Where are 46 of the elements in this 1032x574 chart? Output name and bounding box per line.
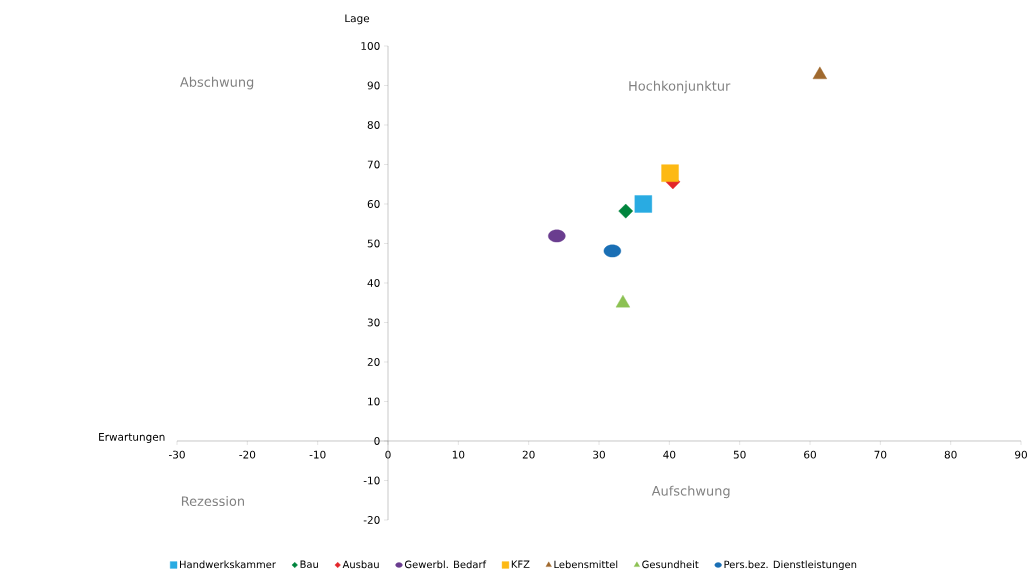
point: [634, 195, 653, 213]
y-tick-label: -20: [363, 516, 380, 524]
legend-label: Ausbau: [342, 560, 379, 569]
legend-label: Bau: [300, 560, 318, 568]
legend-label: Gesundheit: [642, 560, 699, 569]
y-tick-label: 0: [374, 437, 380, 445]
annotation: Hochkonjunktur: [629, 80, 731, 94]
y-axis-title: Lage: [345, 14, 370, 25]
x-tick-label: 70: [874, 450, 887, 459]
legend-label: Lebensmittel: [554, 560, 618, 569]
legend-label: Pers.bez. Dienstleistungen: [724, 560, 857, 571]
legend-label: KFZ: [511, 560, 530, 568]
x-tick-label: 50: [733, 450, 746, 459]
y-tick-label: 100: [361, 42, 380, 50]
y-tick-label: 70: [367, 160, 380, 169]
x-tick-label: -20: [239, 450, 256, 459]
x-tick-label: 30: [593, 450, 605, 459]
point: [548, 229, 566, 243]
x-tick-label: 80: [944, 450, 957, 459]
y-tick-label: 90: [367, 81, 380, 90]
x-tick-label: 20: [522, 450, 535, 459]
point: [812, 66, 827, 80]
legend-label: Handwerkskammer: [180, 560, 276, 569]
annotation: Rezession: [181, 496, 244, 507]
y-tick-label: 10: [368, 397, 380, 406]
annotation: Aufschwung: [651, 485, 730, 499]
y-tick-label: 80: [367, 121, 380, 129]
y-tick-label: 40: [367, 279, 380, 287]
x-tick-label: -30: [168, 450, 185, 459]
x-tick-label: 60: [804, 450, 816, 459]
x-tick-label: 40: [663, 450, 676, 459]
y-tick-label: -10: [363, 476, 380, 485]
x-tick-label: 90: [1015, 450, 1027, 459]
legend-label: Gewerbl. Bedarf: [404, 560, 487, 569]
annotation: Abschwung: [180, 76, 254, 90]
x-tick-label: 10: [452, 450, 465, 459]
y-tick-label: 20: [367, 358, 380, 366]
y-tick-label: 50: [367, 239, 380, 248]
point: [618, 203, 634, 219]
x-tick-label: -10: [309, 450, 326, 459]
x-axis-title: Erwartungen: [99, 433, 165, 443]
point: [603, 244, 622, 258]
y-tick-label: 60: [367, 200, 380, 208]
y-tick-label: 30: [367, 318, 380, 327]
point: [661, 164, 679, 182]
x-tick-label: 0: [385, 450, 391, 459]
